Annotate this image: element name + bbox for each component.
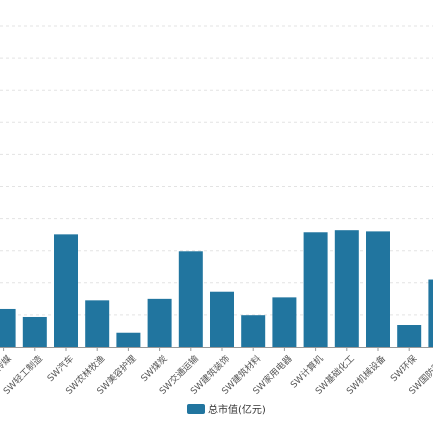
legend-label: 总市值(亿元) [208, 403, 266, 416]
bar[interactable] [397, 325, 422, 347]
bar[interactable] [178, 251, 203, 347]
bar[interactable] [303, 232, 328, 347]
legend-swatch [187, 404, 205, 414]
bar[interactable] [85, 300, 110, 347]
bar[interactable] [241, 315, 266, 347]
x-tick-label: SW煤炭 [138, 353, 170, 385]
bar[interactable] [0, 308, 16, 347]
x-tick-label: SW环保 [388, 353, 420, 385]
bar[interactable] [366, 231, 390, 347]
bar[interactable] [210, 291, 234, 347]
bar[interactable] [334, 230, 359, 347]
bar[interactable] [54, 234, 78, 347]
x-tick-label: SW汽车 [45, 353, 77, 385]
bar[interactable] [116, 332, 141, 347]
bar[interactable] [147, 298, 172, 347]
bars [0, 230, 433, 347]
bar[interactable] [272, 297, 297, 347]
bar[interactable] [428, 279, 433, 347]
legend[interactable]: 总市值(亿元) [187, 403, 266, 416]
bar[interactable] [22, 316, 47, 347]
